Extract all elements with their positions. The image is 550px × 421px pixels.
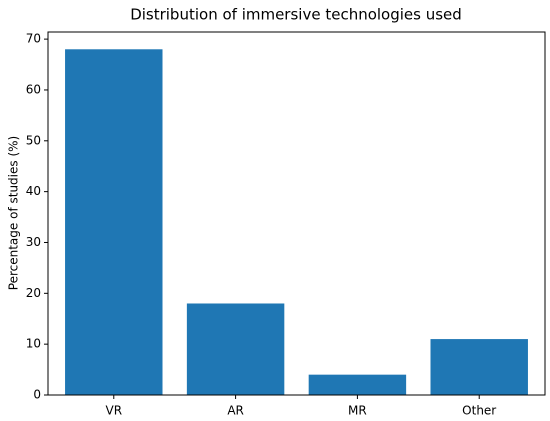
bar (186, 303, 285, 395)
y-tick-label: 30 (26, 235, 41, 249)
y-tick-label: 20 (26, 286, 41, 300)
x-tick-label: Other (462, 404, 496, 418)
bar (308, 374, 407, 395)
y-axis-label: Percentage of studies (%) (7, 136, 21, 290)
y-tick-label: 60 (26, 82, 41, 96)
bar (430, 339, 528, 395)
y-tick-label: 70 (26, 32, 41, 46)
chart-title: Distribution of immersive technologies u… (130, 6, 462, 24)
y-tick-label: 40 (26, 184, 41, 198)
bar (65, 49, 163, 396)
plot-frame (47, 31, 546, 396)
x-tick-label: VR (106, 404, 123, 418)
x-tick-label: AR (227, 404, 244, 418)
x-tick-label: MR (348, 404, 367, 418)
y-tick-label: 0 (33, 388, 41, 402)
y-tick-label: 50 (26, 133, 41, 147)
y-tick-label: 10 (26, 337, 41, 351)
